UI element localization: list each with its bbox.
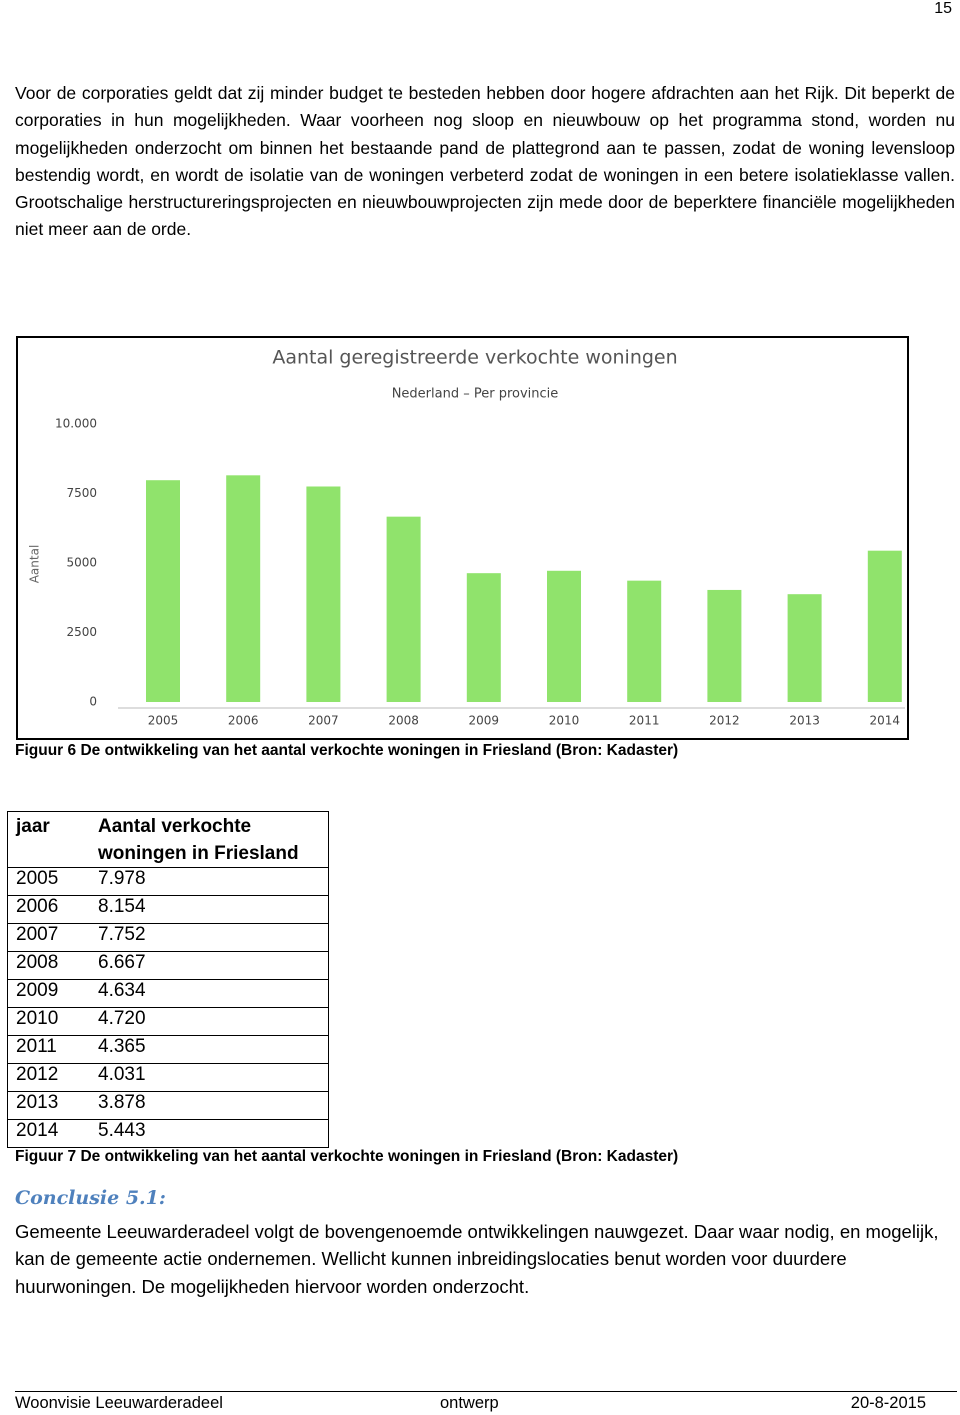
bar <box>306 486 341 702</box>
table-row: 2009 4.634 <box>7 979 329 1008</box>
x-tick-label: 2005 <box>148 714 179 728</box>
data-table: jaar Aantal verkochte woningen in Friesl… <box>7 811 329 1148</box>
x-tick-label: 2006 <box>228 714 259 728</box>
chart-frame: Aantal geregistreerde verkochte woningen… <box>16 336 909 740</box>
table-row: 2011 4.365 <box>7 1035 329 1064</box>
bar <box>547 570 581 702</box>
y-tick-label: 5000 <box>66 556 97 570</box>
figure-caption: Figuur 7 De ontwikkeling van het aantal … <box>15 1148 679 1165</box>
footer-center: ontwerp <box>440 1394 499 1412</box>
header-cell: jaar <box>7 811 90 868</box>
table-header: jaar Aantal verkochte woningen in Friesl… <box>7 811 329 868</box>
table-cell: 2006 <box>7 895 90 924</box>
table-cell: 4.720 <box>90 1007 329 1036</box>
page-number: 15 <box>934 0 952 17</box>
table-cell: 2012 <box>7 1063 90 1092</box>
table-cell: 2005 <box>7 867 90 896</box>
table-cell: 2008 <box>7 951 90 980</box>
table-cell: 7.752 <box>90 923 329 952</box>
table-cell: 4.634 <box>90 979 329 1008</box>
table-cell: 2010 <box>7 1007 90 1036</box>
table-row: 2013 3.878 <box>7 1091 329 1120</box>
table-cell: 2014 <box>7 1119 90 1148</box>
chart-title: Aantal geregistreerde verkochte woningen <box>272 347 677 369</box>
table-cell: 2011 <box>7 1035 90 1064</box>
footer-rule <box>15 1391 957 1392</box>
conclusion-heading: Conclusie 5.1: <box>15 1187 166 1209</box>
table-cell: 4.031 <box>90 1063 329 1092</box>
table-cell: 4.365 <box>90 1035 329 1064</box>
x-tick-label: 2007 <box>308 714 339 728</box>
y-axis-label: Aantal <box>28 545 42 584</box>
table-cell: 6.667 <box>90 951 329 980</box>
table-cell: 5.443 <box>90 1119 329 1148</box>
table-row: 2008 6.667 <box>7 951 329 980</box>
table-cell: 8.154 <box>90 895 329 924</box>
table-cell: 2009 <box>7 979 90 1008</box>
y-tick-label: 2500 <box>66 625 97 639</box>
bar <box>867 550 902 702</box>
x-tick-label: 2011 <box>629 714 660 728</box>
bar <box>466 573 501 702</box>
x-tick-label: 2009 <box>469 714 500 728</box>
y-tick-label: 10.000 <box>55 417 97 431</box>
conclusion-text: Gemeente Leeuwarderadeel volgt de boveng… <box>15 1221 939 1297</box>
table-cell: 3.878 <box>90 1091 329 1120</box>
footer-left: Woonvisie Leeuwarderadeel <box>15 1394 223 1412</box>
figure-caption: Figuur 6 De ontwikkeling van het aantal … <box>15 742 679 759</box>
table-row: 2006 8.154 <box>7 895 329 924</box>
table-row: 2014 5.443 <box>7 1119 329 1148</box>
paragraph: Voor de corporaties geldt dat zij minder… <box>15 83 955 240</box>
header-cell: Aantal verkochte woningen in Friesland <box>90 811 329 868</box>
chart-subtitle: Nederland – Per provincie <box>392 387 559 402</box>
bar <box>627 580 662 702</box>
x-tick-label: 2010 <box>549 714 580 728</box>
table-cell: 7.978 <box>90 867 329 896</box>
table-cell: 2007 <box>7 923 90 952</box>
bar <box>226 475 261 702</box>
bar <box>787 594 822 702</box>
table-cell: 2013 <box>7 1091 90 1120</box>
bar <box>146 480 180 702</box>
bar <box>386 516 421 702</box>
table-row: 2010 4.720 <box>7 1007 329 1036</box>
footer-right: 20-8-2015 <box>850 1394 926 1412</box>
bar <box>707 589 742 702</box>
x-tick-label: 2008 <box>388 714 419 728</box>
x-tick-label: 2013 <box>789 714 820 728</box>
y-tick-label: 0 <box>89 695 97 709</box>
x-tick-label: 2012 <box>709 714 740 728</box>
y-tick-label: 7500 <box>66 486 97 500</box>
x-tick-label: 2014 <box>870 714 901 728</box>
chart: Aantal geregistreerde verkochte woningen… <box>28 347 905 728</box>
table-row: 2012 4.031 <box>7 1063 329 1092</box>
table-row: 2007 7.752 <box>7 923 329 952</box>
table-row: 2005 7.978 <box>7 867 329 896</box>
